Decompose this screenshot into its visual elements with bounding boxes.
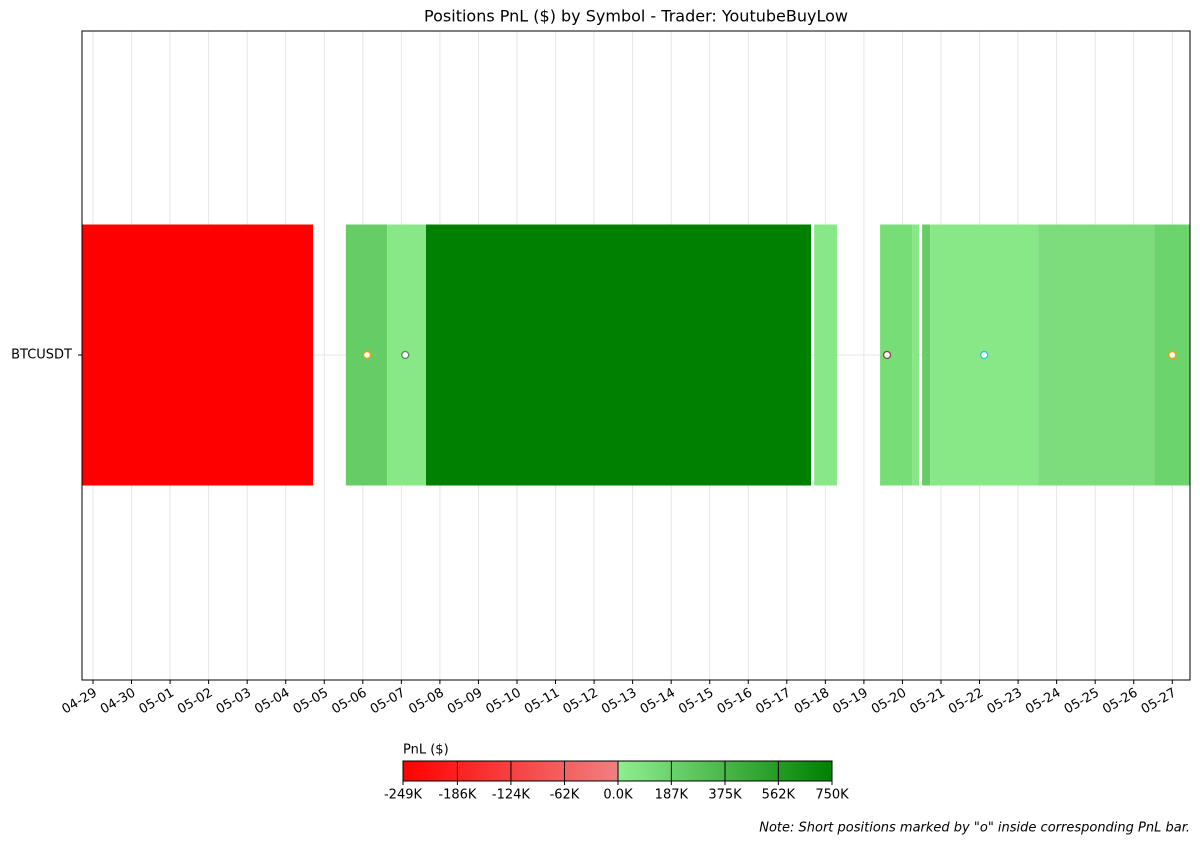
pnl-segment bbox=[922, 224, 931, 486]
x-tick-label: 05-11 bbox=[522, 686, 562, 718]
note: Note: Short positions marked by "o" insi… bbox=[759, 821, 1190, 836]
short-marker bbox=[362, 350, 372, 360]
x-tick-label: 05-01 bbox=[137, 686, 177, 718]
colorbar-tick-label: -249K bbox=[384, 788, 423, 803]
colorbar-tick-label: 750K bbox=[815, 788, 849, 803]
x-tick-label: 05-22 bbox=[946, 686, 986, 718]
pnl-segment bbox=[82, 224, 314, 486]
x-tick-label: 05-07 bbox=[368, 686, 408, 718]
short-marker bbox=[980, 350, 989, 360]
colorbar-tick-label: 187K bbox=[655, 788, 689, 803]
colorbar-tick-label: 562K bbox=[762, 788, 796, 803]
colorbar-label: PnL ($) bbox=[403, 743, 449, 758]
x-tick-label: 05-19 bbox=[830, 686, 870, 718]
x-tick-label: 05-06 bbox=[329, 686, 369, 718]
colorbar-tick-label: -62K bbox=[550, 788, 580, 803]
pnl-segment bbox=[814, 224, 837, 486]
x-tick-label: 04-30 bbox=[98, 686, 138, 718]
short-marker bbox=[882, 350, 892, 360]
x-tick-label: 05-14 bbox=[638, 686, 678, 718]
x-tick-label: 05-05 bbox=[291, 686, 331, 718]
x-tick-label: 05-25 bbox=[1062, 686, 1102, 718]
short-marker bbox=[1168, 350, 1177, 360]
short-marker bbox=[401, 350, 410, 360]
x-tick-label: 05-13 bbox=[599, 686, 639, 718]
chart-title: Positions PnL ($) by Symbol - Trader: Yo… bbox=[424, 7, 848, 26]
x-tick-label: 05-03 bbox=[214, 686, 254, 718]
pnl-segment bbox=[1038, 224, 1155, 486]
pnl-segment bbox=[912, 224, 920, 486]
x-tick-label: 05-27 bbox=[1139, 686, 1179, 718]
colorbar-tick-label: 0.0K bbox=[603, 788, 633, 803]
x-tick-label: 05-12 bbox=[561, 686, 601, 718]
x-tick-label: 05-16 bbox=[715, 686, 755, 718]
x-tick-label: 05-08 bbox=[406, 686, 446, 718]
pnl-segment bbox=[426, 224, 812, 486]
x-tick-label: 05-21 bbox=[908, 686, 948, 718]
x-tick-label: 05-20 bbox=[869, 686, 909, 718]
colorbar-tick-label: -124K bbox=[492, 788, 531, 803]
colorbar-tick-label: -186K bbox=[438, 788, 477, 803]
x-tick-label: 05-04 bbox=[252, 686, 292, 718]
x-tick-label: 04-29 bbox=[60, 686, 100, 718]
x-tick-label: 05-09 bbox=[445, 686, 485, 718]
y-tick-label: BTCUSDT bbox=[11, 348, 72, 363]
x-tick-label: 05-10 bbox=[484, 686, 524, 718]
x-tick-label: 05-26 bbox=[1100, 686, 1140, 718]
x-tick-label: 05-17 bbox=[753, 686, 793, 718]
x-tick-label: 05-23 bbox=[985, 686, 1025, 718]
x-tick-label: 05-24 bbox=[1023, 686, 1063, 718]
x-tick-label: 05-15 bbox=[676, 686, 716, 718]
colorbar-tick-label: 375K bbox=[708, 788, 742, 803]
x-tick-label: 05-02 bbox=[175, 686, 215, 718]
x-tick-label: 05-18 bbox=[792, 686, 832, 718]
